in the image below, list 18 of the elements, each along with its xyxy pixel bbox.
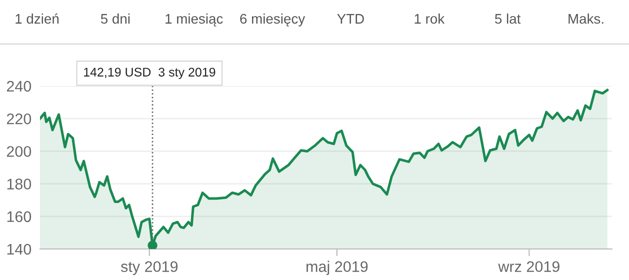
- y-tick-label: 220: [6, 113, 32, 124]
- y-tick-label: 160: [7, 211, 32, 222]
- text: 1 miesiąc: [166, 14, 223, 26]
- y-tick-label: 140: [7, 244, 32, 255]
- x-tick-label: maj 2019: [306, 260, 368, 276]
- text: 5 dni: [100, 14, 130, 24]
- x-tick-label: sty 2019: [120, 261, 178, 276]
- y-tick-label: 240: [6, 80, 32, 92]
- text: 1 rok: [414, 14, 445, 24]
- text: Maks.: [568, 14, 604, 24]
- y-tick-label: 200: [6, 146, 32, 157]
- y-tick-label: 180: [7, 178, 32, 190]
- text: 5 lat: [495, 14, 521, 24]
- text: 6 miesięcy: [240, 14, 306, 26]
- text: 1 dzień: [16, 13, 59, 24]
- annotation: 142,19 USD 3 sty 2019: [84, 68, 216, 80]
- x-tick-label: wrz 2019: [498, 261, 560, 272]
- text: YTD: [337, 14, 364, 24]
